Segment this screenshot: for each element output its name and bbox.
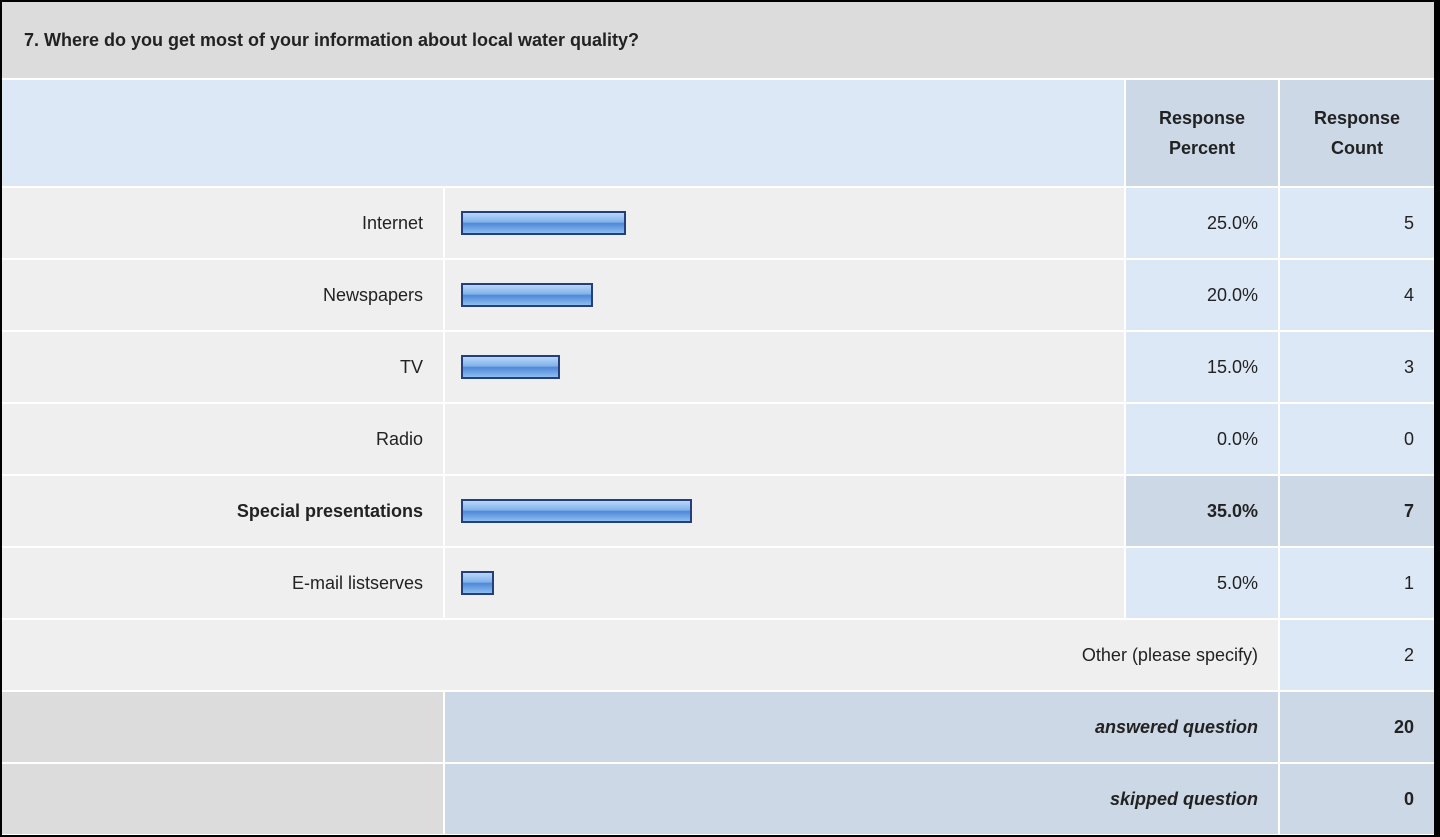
question-title: 7. Where do you get most of your informa… — [2, 2, 1434, 80]
answer-row: Newspapers 20.0% 4 — [2, 260, 1434, 332]
response-percent: 5.0% — [1126, 548, 1280, 620]
answer-label: Internet — [2, 188, 445, 260]
answered-row: answered question 20 — [2, 692, 1434, 764]
answer-label: E-mail listserves — [2, 548, 445, 620]
answered-label-text: answered question — [1094, 716, 1258, 737]
answer-label: Radio — [2, 404, 445, 476]
response-count: 4 — [1280, 260, 1434, 332]
skipped-count: 0 — [1280, 764, 1434, 835]
bar-cell — [445, 260, 1126, 332]
response-percent: 25.0% — [1126, 188, 1280, 260]
other-row: Other (please specify) 2 — [2, 620, 1434, 692]
answer-row: Radio 0.0% 0 — [2, 404, 1434, 476]
answer-label: TV — [2, 332, 445, 404]
response-count: 7 — [1280, 476, 1434, 548]
summary-blank — [2, 764, 445, 835]
bar — [461, 283, 593, 307]
bar-cell — [445, 476, 1126, 548]
column-header: Response Count — [1280, 80, 1434, 188]
answer-label: Newspapers — [2, 260, 445, 332]
bar-cell — [445, 404, 1126, 476]
title-row: 7. Where do you get most of your informa… — [2, 2, 1434, 80]
skipped-label: skipped question — [445, 764, 1280, 835]
skipped-label-text: skipped question — [1109, 788, 1258, 809]
response-percent: 20.0% — [1126, 260, 1280, 332]
summary-blank — [2, 692, 445, 764]
answered-label: answered question — [445, 692, 1280, 764]
bar — [461, 355, 560, 379]
other-label: Other (please specify) — [2, 620, 1280, 692]
other-count: 2 — [1280, 620, 1434, 692]
response-percent: 15.0% — [1126, 332, 1280, 404]
response-percent: 0.0% — [1126, 404, 1280, 476]
answer-label: Special presentations — [2, 476, 445, 548]
header-blank — [2, 80, 1126, 188]
bar — [461, 499, 692, 523]
response-count: 5 — [1280, 188, 1434, 260]
header-row: Response Percent Response Count — [2, 80, 1434, 188]
bar-cell — [445, 332, 1126, 404]
skipped-row: skipped question 0 — [2, 764, 1434, 835]
answer-row: E-mail listserves 5.0% 1 — [2, 548, 1434, 620]
answer-row: TV 15.0% 3 — [2, 332, 1434, 404]
answer-row: Special presentations 35.0% 7 — [2, 476, 1434, 548]
response-count: 3 — [1280, 332, 1434, 404]
answer-row: Internet 25.0% 5 — [2, 188, 1434, 260]
bar — [461, 571, 494, 595]
response-count: 0 — [1280, 404, 1434, 476]
response-count: 1 — [1280, 548, 1434, 620]
answered-count: 20 — [1280, 692, 1434, 764]
column-header: Response Percent — [1126, 80, 1280, 188]
response-percent: 35.0% — [1126, 476, 1280, 548]
bar — [461, 211, 626, 235]
bar-cell — [445, 188, 1126, 260]
bar-cell — [445, 548, 1126, 620]
